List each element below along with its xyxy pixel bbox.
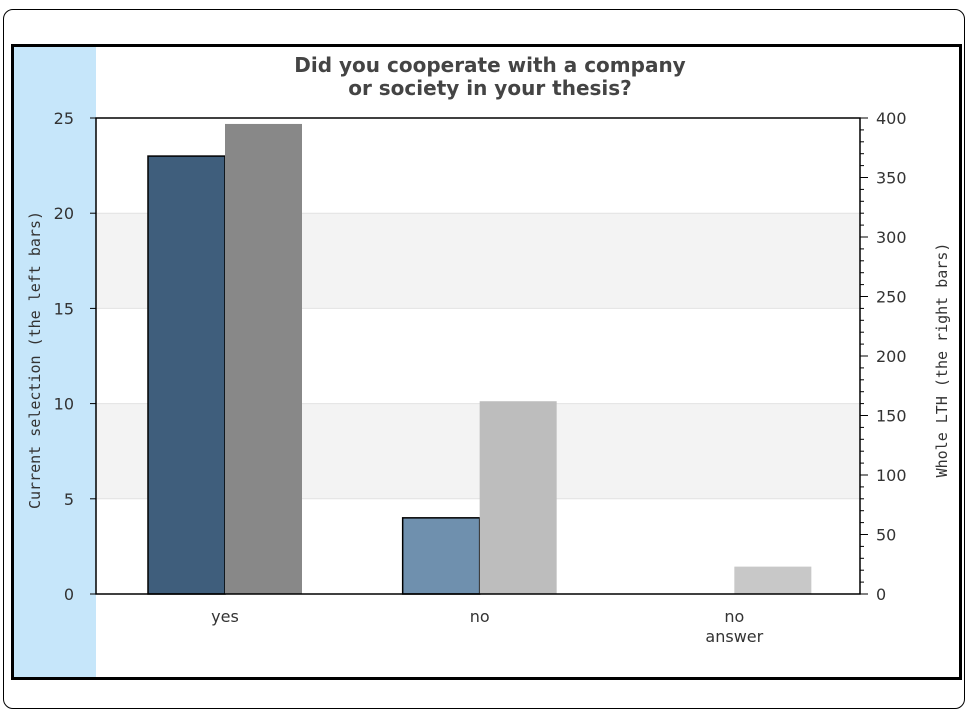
left-tick-label: 20 [54,204,74,223]
chart-title-line: or society in your thesis? [348,76,632,100]
right-tick-label: 200 [876,347,907,366]
right-tick-label: 100 [876,466,907,485]
left-axis-panel [14,47,96,677]
right-tick-label: 350 [876,169,907,188]
chart-title-line: Did you cooperate with a company [294,53,685,77]
right-tick-label: 300 [876,228,907,247]
right-tick-label: 400 [876,109,907,128]
left-axis-label: Current selection (the left bars) [26,211,44,509]
right-tick-label: 0 [876,585,886,604]
x-tick-label: no [470,607,490,626]
x-tick-label: no [724,607,744,626]
left-tick-label: 25 [54,109,74,128]
chart-bars [147,123,812,595]
right-tick-label: 150 [876,407,907,426]
x-tick-label: answer [705,627,763,646]
x-tick-label: yes [211,607,239,626]
bar-whole-lth [225,123,302,594]
right-axis-label: Whole LTH (the right bars) [933,243,951,478]
bar-current-selection [401,517,481,595]
bar-whole-lth [479,401,557,594]
left-tick-label: 5 [64,490,74,509]
left-tick-label: 10 [54,395,74,414]
bar-whole-lth [734,566,812,594]
left-tick-label: 15 [54,299,74,318]
bar-current-selection [147,155,226,595]
right-tick-label: 50 [876,526,896,545]
left-tick-label: 0 [64,585,74,604]
chart-axes: yes no noanswer051015202505010015020025030… [26,109,951,646]
right-tick-label: 250 [876,288,907,307]
